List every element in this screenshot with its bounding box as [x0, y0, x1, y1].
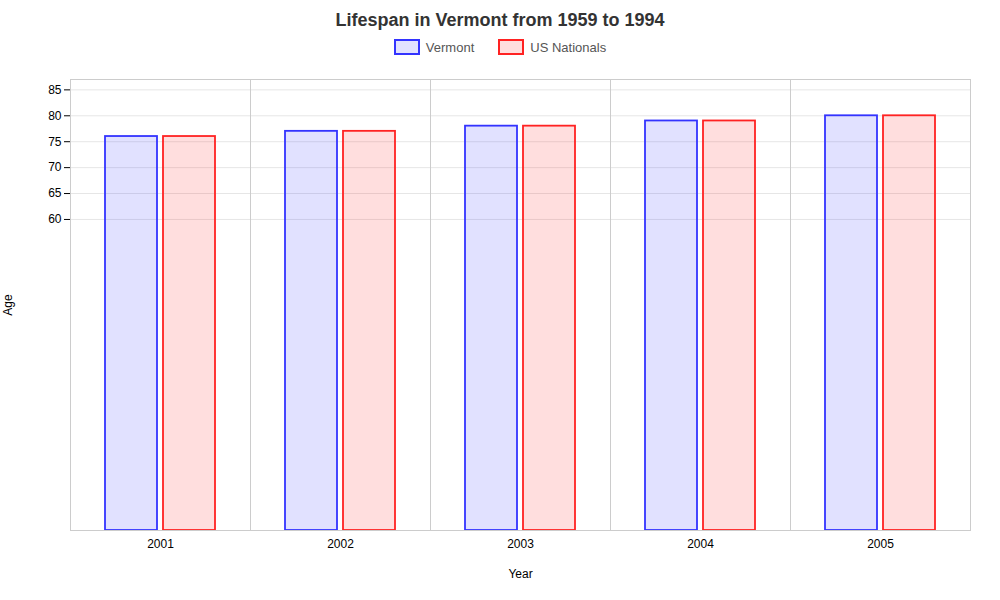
html-text:Vermont: Vermont	[425, 39, 475, 55]
svg-text:2005: 2005	[867, 537, 894, 551]
svg-text:65: 65	[48, 186, 62, 200]
svg-text:70: 70	[48, 160, 62, 174]
svg-text:2002: 2002	[327, 537, 354, 551]
svg-text:2004: 2004	[687, 537, 714, 551]
svg-text:Year: Year	[508, 567, 532, 581]
svg-text:85: 85	[48, 83, 62, 97]
svg-text:75: 75	[48, 135, 62, 149]
html-text:US Nationals: US Nationals	[530, 39, 607, 55]
svg-text:2003: 2003	[507, 537, 534, 551]
html-text:Lifespan in Vermont from 1959: Lifespan in Vermont from 1959 to 1994	[335, 10, 665, 30]
svg-text:Age: Age	[1, 294, 15, 316]
svg-text:2001: 2001	[147, 537, 174, 551]
svg-text:80: 80	[48, 109, 62, 123]
svg-text:60: 60	[48, 212, 62, 226]
